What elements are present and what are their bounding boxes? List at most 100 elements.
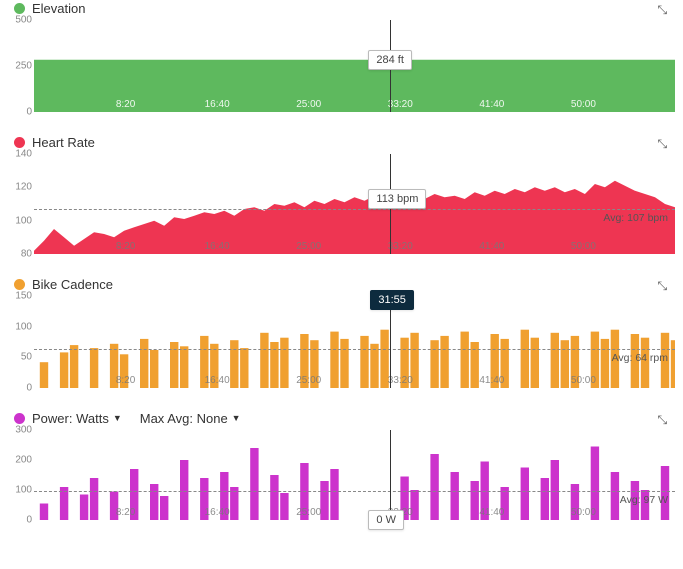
series-bar	[561, 340, 569, 388]
series-bar	[471, 481, 479, 520]
series-bar	[150, 484, 158, 520]
series-bar	[671, 340, 675, 388]
plot: 284 ft8:2016:4025:0033:2041:4050:00	[34, 20, 675, 112]
avg-line	[34, 209, 675, 210]
series-bar	[501, 487, 509, 520]
series-bar	[320, 481, 328, 520]
series-bar	[360, 336, 368, 388]
plot: Avg: 64 rpm31:558:2016:4025:0033:2041:40…	[34, 296, 675, 388]
series-bar	[591, 332, 599, 388]
series-dot-icon	[14, 137, 25, 148]
series-bar	[280, 338, 288, 388]
panel-header: Heart Rate⤢	[0, 134, 683, 154]
series-dot-icon	[14, 3, 25, 14]
series-bar	[230, 487, 238, 520]
series-bar	[260, 333, 268, 388]
y-tick-label: 0	[26, 107, 32, 118]
tooltip: 31:55	[370, 290, 414, 310]
series-bar	[430, 454, 438, 520]
panel-heart-rate: Heart Rate⤢80100120140Avg: 107 bpm113 bp…	[0, 134, 683, 254]
series-bar	[60, 352, 68, 388]
y-tick-label: 0	[26, 515, 32, 526]
y-axis-labels: 0250500	[10, 20, 32, 112]
y-tick-label: 0	[26, 383, 32, 394]
dropdown-label: Power: Watts	[32, 411, 109, 426]
chart-area[interactable]: 0250500284 ft8:2016:4025:0033:2041:4050:…	[34, 20, 675, 112]
chart-area[interactable]: 80100120140Avg: 107 bpm113 bpm8:2016:402…	[34, 154, 675, 254]
series-bar	[160, 496, 168, 520]
series-bar	[370, 344, 378, 388]
series-bar	[461, 332, 469, 388]
plot: Avg: 97 W0 W8:2016:4025:0033:2041:4050:0…	[34, 430, 675, 520]
expand-icon[interactable]: ⤢	[655, 5, 670, 15]
y-tick-label: 100	[15, 215, 32, 226]
series-bar	[110, 492, 118, 521]
expand-icon[interactable]: ⤢	[655, 139, 670, 149]
avg-label: Avg: 107 bpm	[600, 211, 671, 225]
series-bar	[451, 472, 459, 520]
avg-label: Avg: 64 rpm	[609, 351, 671, 365]
panel-header: Bike Cadence ⤢	[0, 276, 683, 296]
series-bar	[571, 336, 579, 388]
series-bar	[270, 475, 278, 520]
y-tick-label: 500	[15, 15, 32, 26]
plot: Avg: 107 bpm113 bpm8:2016:4025:0033:2041…	[34, 154, 675, 254]
series-bar	[200, 478, 208, 520]
y-axis-labels: 050100150	[10, 296, 32, 388]
chevron-down-icon: ▼	[113, 413, 122, 423]
series-bar	[60, 487, 68, 520]
series-bar	[240, 348, 248, 388]
series-bar	[410, 333, 418, 388]
chart-area[interactable]: 0100200300Avg: 97 W0 W8:2016:4025:0033:2…	[34, 430, 675, 520]
series-bar	[591, 447, 599, 521]
series-bar	[130, 469, 138, 520]
series-bar	[70, 345, 78, 388]
series-bar	[280, 493, 288, 520]
y-tick-label: 140	[15, 149, 32, 160]
maxavg-dropdown[interactable]: Max Avg: None▼	[140, 411, 241, 426]
series-bar	[230, 340, 238, 388]
series-bar	[380, 330, 388, 388]
expand-icon[interactable]: ⤢	[655, 281, 670, 291]
y-tick-label: 120	[15, 182, 32, 193]
expand-icon[interactable]: ⤢	[655, 415, 670, 425]
series-bar	[551, 333, 559, 388]
series-dot-icon	[14, 279, 25, 290]
panel-power: Power: Watts ▼ Max Avg: None▼ ⤢ 0100200300Av…	[0, 410, 683, 520]
y-tick-label: 200	[15, 455, 32, 466]
series-bar	[340, 339, 348, 388]
y-axis-labels: 80100120140	[10, 154, 32, 254]
series-bar	[110, 344, 118, 388]
cursor-line	[390, 430, 391, 520]
y-tick-label: 250	[15, 61, 32, 72]
y-tick-label: 50	[21, 352, 32, 363]
avg-label: Avg: 97 W	[617, 493, 671, 507]
avg-line	[34, 349, 675, 350]
series-bar	[90, 348, 98, 388]
panel-header: Power: Watts ▼ Max Avg: None▼ ⤢	[0, 410, 683, 430]
tooltip: 0 W	[368, 510, 404, 530]
series-area	[34, 60, 675, 112]
series-bar	[250, 448, 258, 520]
series-bar	[491, 334, 499, 388]
metric-dropdown[interactable]: Power: Watts ▼	[32, 411, 122, 426]
y-tick-label: 100	[15, 485, 32, 496]
panel-header: Elevation ⤢	[0, 0, 683, 20]
panel-title: Bike Cadence	[32, 277, 113, 292]
y-axis-labels: 0100200300	[10, 430, 32, 520]
avg-line	[34, 491, 675, 492]
series-bar	[120, 354, 128, 388]
series-bar	[220, 472, 228, 520]
series-bar	[300, 334, 308, 388]
series-bar	[140, 339, 148, 388]
series-bar	[501, 339, 509, 388]
chart-area[interactable]: 050100150Avg: 64 rpm31:558:2016:4025:003…	[34, 296, 675, 388]
series-bar	[180, 346, 188, 388]
panel-title: Elevation	[32, 1, 85, 16]
panel-elevation: Elevation ⤢ 0250500284 ft8:2016:4025:0033:…	[0, 0, 683, 112]
series-bar	[210, 344, 218, 388]
series-bar	[40, 504, 48, 521]
series-bar	[521, 468, 529, 521]
series-bar	[200, 336, 208, 388]
series-bar	[571, 484, 579, 520]
